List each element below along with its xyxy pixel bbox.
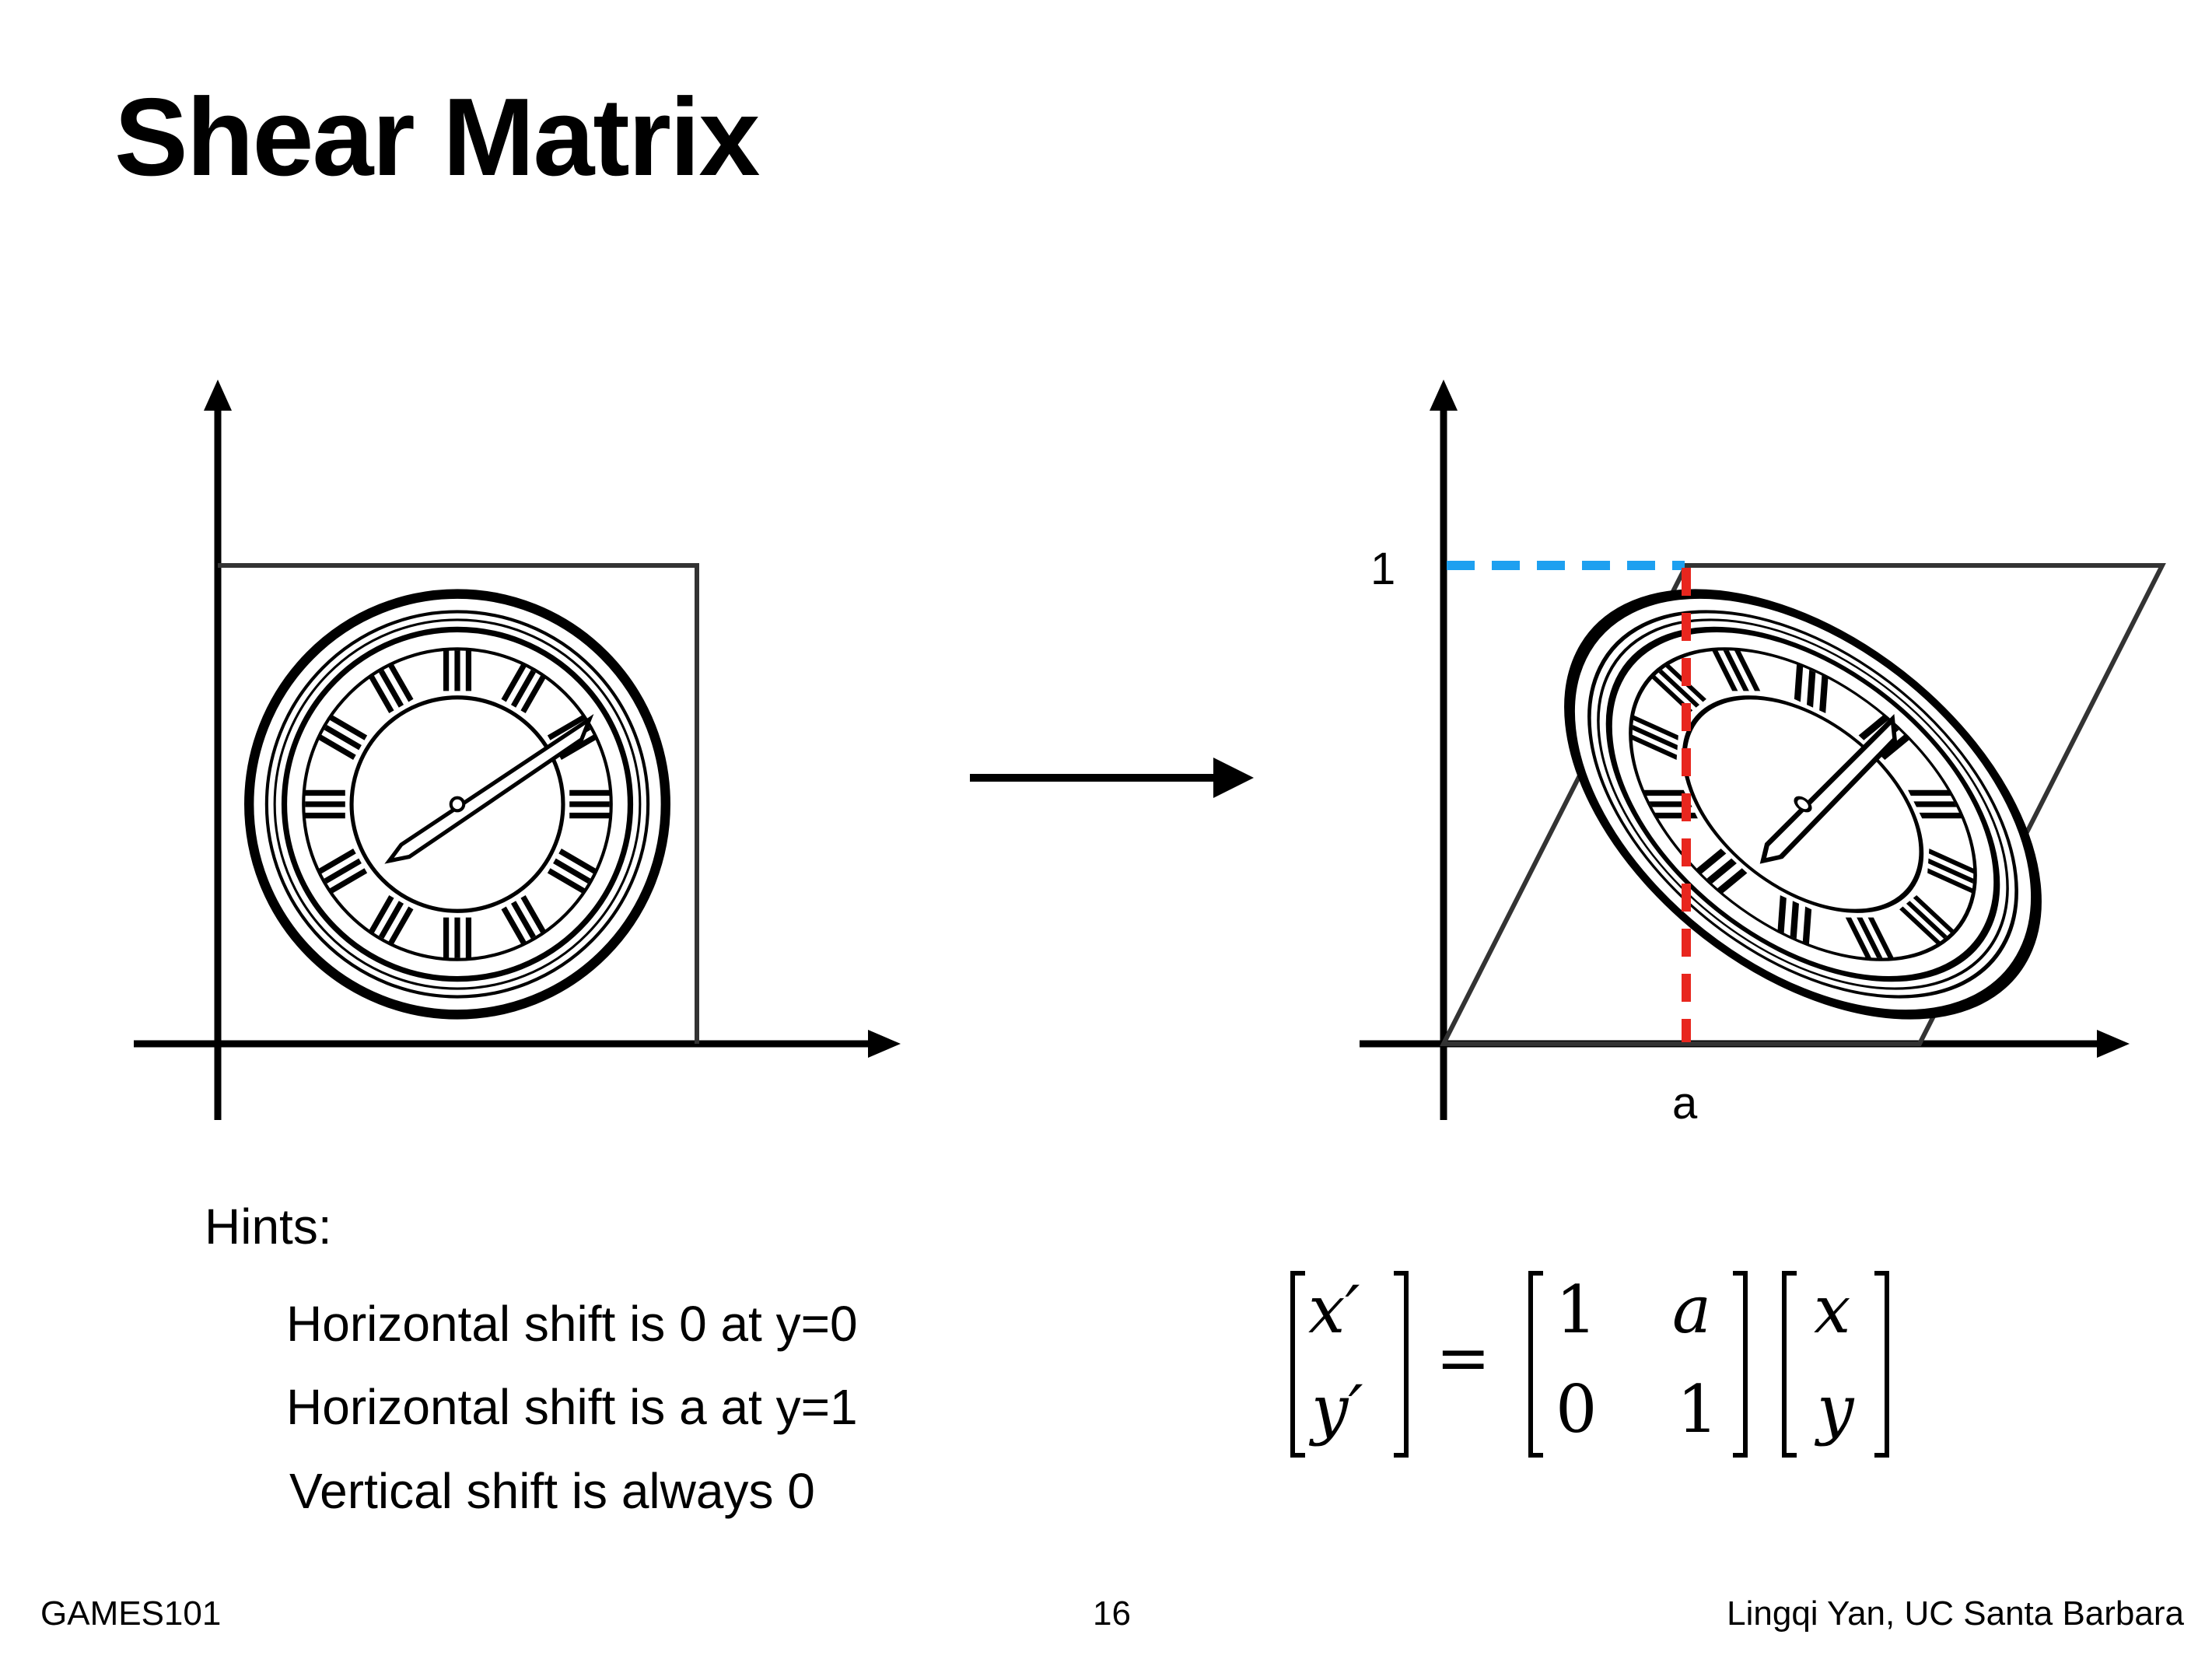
slide-title: Shear Matrix xyxy=(114,75,760,199)
hint-item: Vertical shift is always 0 xyxy=(289,1463,815,1519)
lhs-y-prime: y′ xyxy=(1311,1371,1363,1447)
hints-heading: Hints: xyxy=(205,1199,332,1255)
lhs-x-prime: x′ xyxy=(1308,1272,1360,1348)
rhs-y: y xyxy=(1817,1371,1854,1447)
rhs-x: x xyxy=(1814,1272,1851,1348)
matrix-cell-22: 1 xyxy=(1677,1371,1719,1447)
label-a: a xyxy=(1672,1078,1698,1129)
matrix-cell-12: a xyxy=(1672,1272,1712,1348)
shear-equation: x′ y′ = 1 a 0 1 x y xyxy=(1276,1264,1898,1466)
footer-author: Lingqi Yan, UC Santa Barbara xyxy=(1727,1594,2184,1633)
hint-item: Horizontal shift is 0 at y=0 xyxy=(286,1296,858,1352)
unit-square xyxy=(218,563,699,1044)
hint-item: Horizontal shift is a at y=1 xyxy=(286,1379,858,1435)
right-x-arrowhead xyxy=(2097,1030,2130,1058)
matrix-cell-11: 1 xyxy=(1556,1272,1598,1348)
label-one: 1 xyxy=(1370,544,1396,594)
left-axes xyxy=(134,380,901,1120)
clock-icon xyxy=(249,594,666,1015)
footer-page-number: 16 xyxy=(1093,1594,1131,1633)
left-y-arrowhead xyxy=(204,380,232,411)
left-x-arrowhead xyxy=(868,1030,901,1058)
sheared-clock-icon xyxy=(1489,594,2116,1015)
matrix-brackets xyxy=(1290,1271,1889,1458)
right-arrow-icon xyxy=(970,758,1254,798)
right-y-arrowhead xyxy=(1430,380,1458,411)
footer-course: GAMES101 xyxy=(40,1594,222,1633)
equals-sign: = xyxy=(1436,1320,1491,1396)
matrix-cell-21: 0 xyxy=(1556,1371,1598,1447)
